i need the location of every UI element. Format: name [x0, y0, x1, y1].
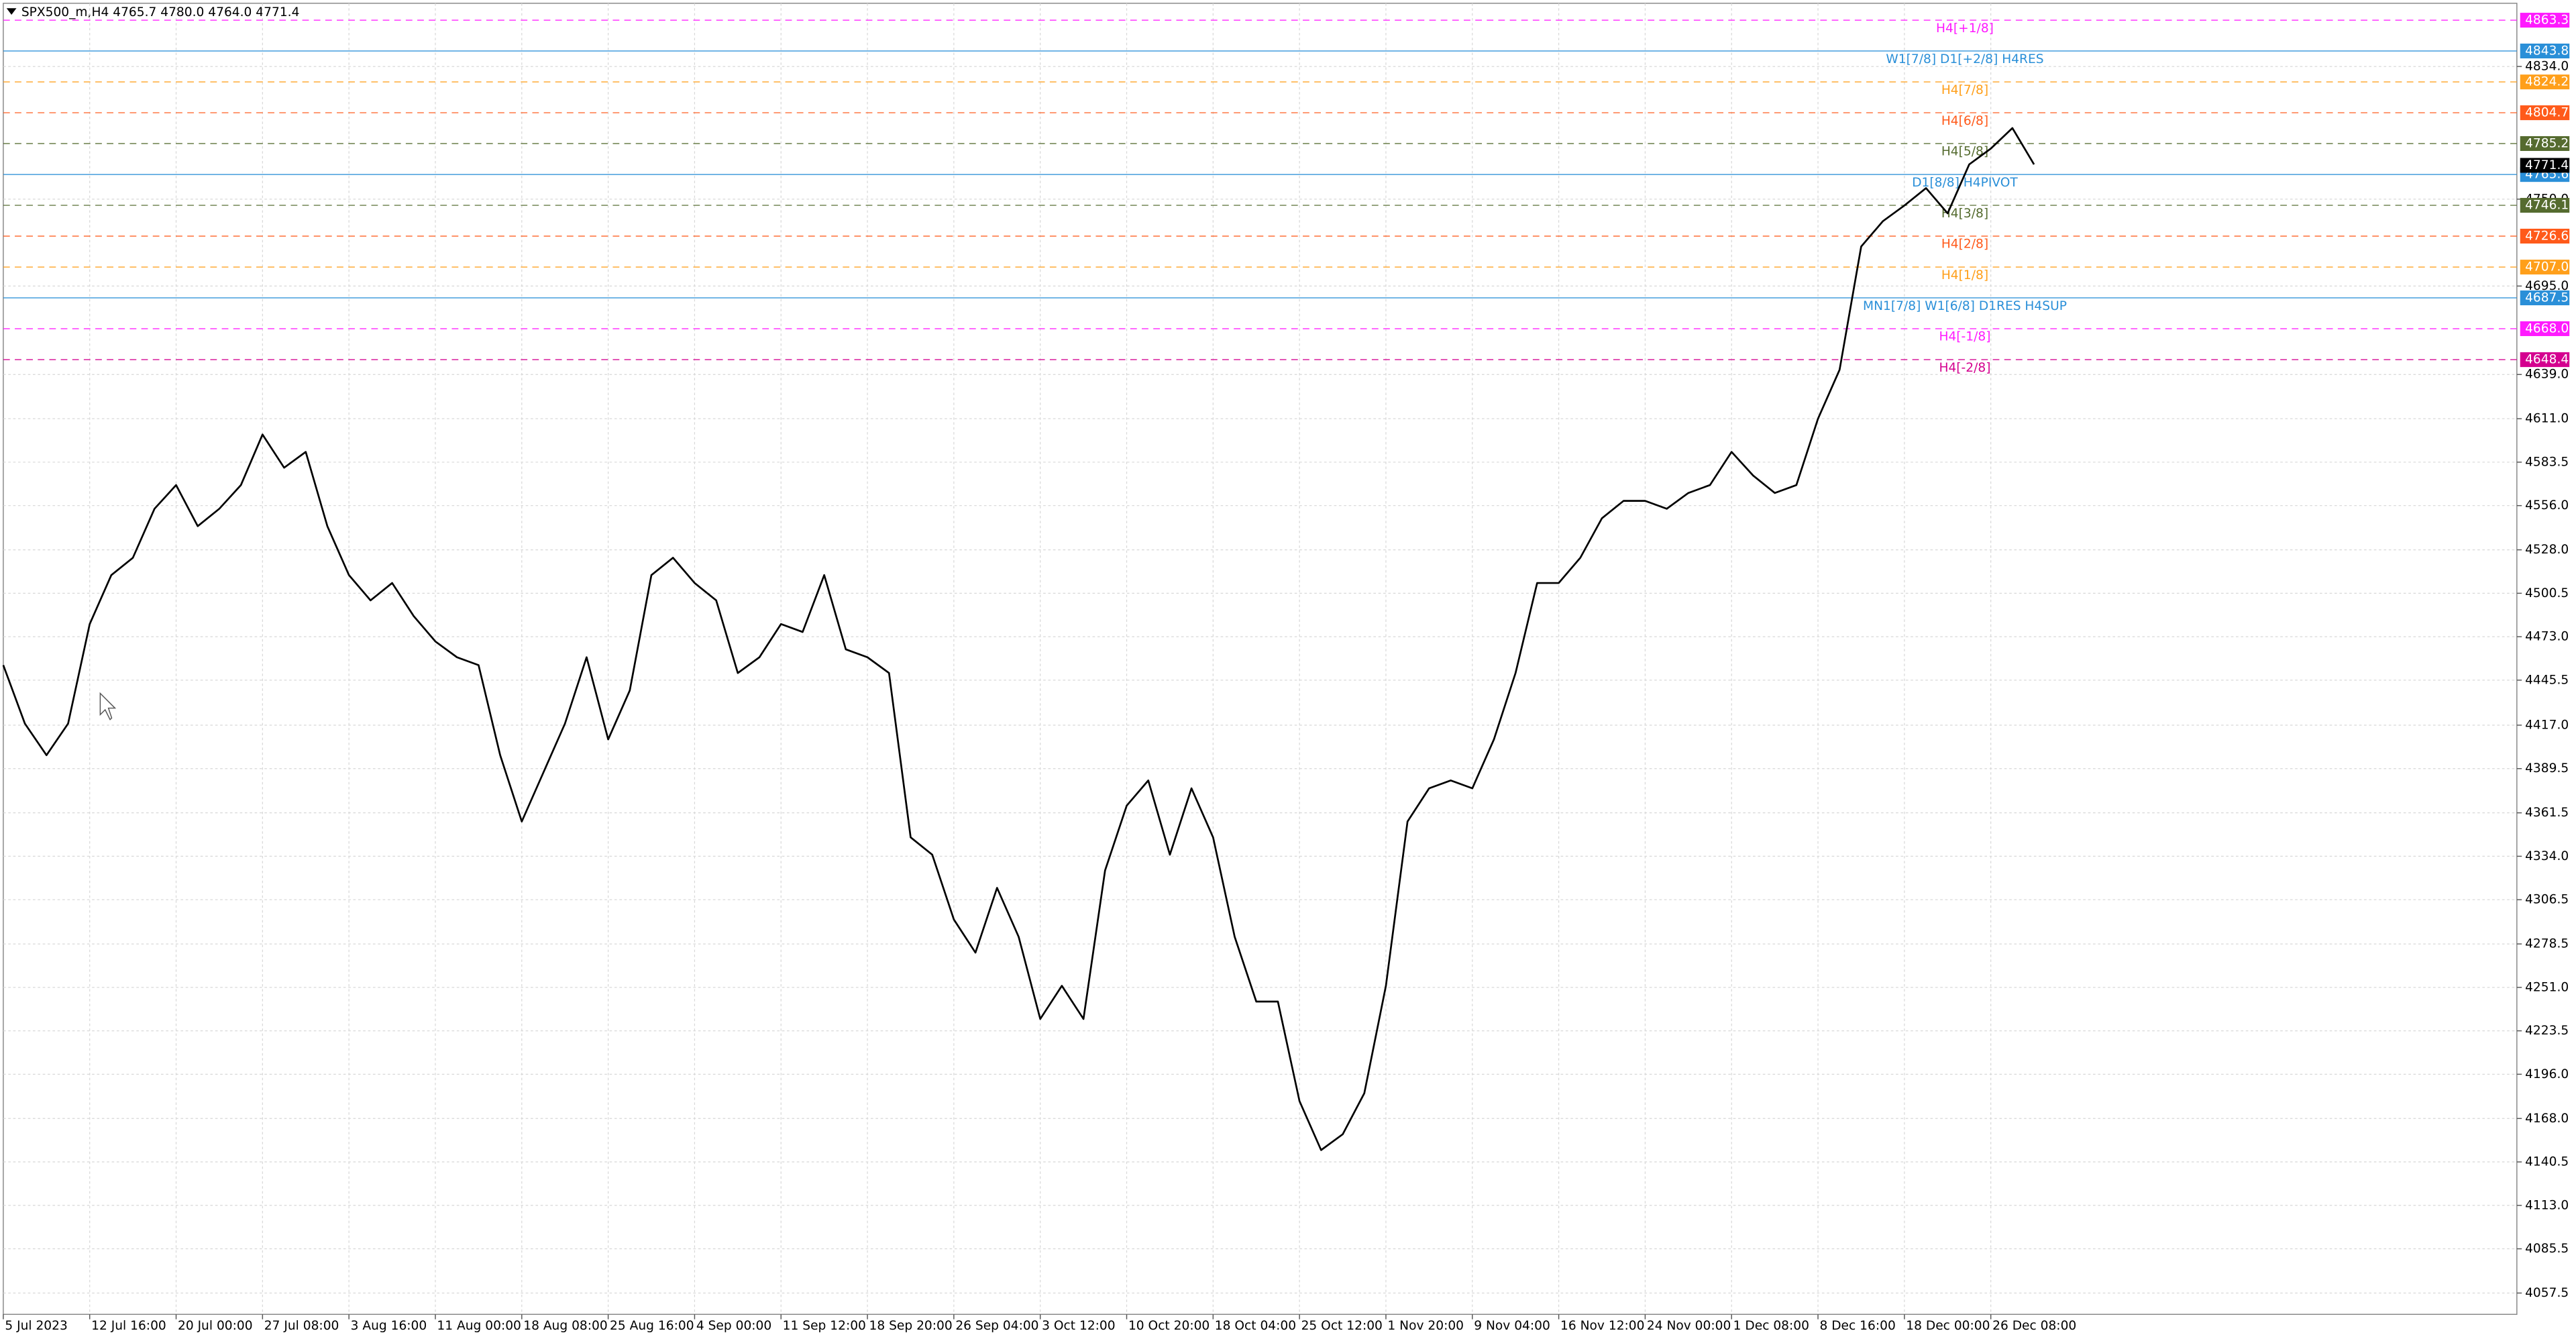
x-tick-label: 26 Sep 04:00: [955, 1319, 1038, 1333]
y-tick-label: 4417.0: [2525, 718, 2569, 732]
y-tick-label: 4168.0: [2525, 1112, 2569, 1126]
last-price-tag: [2520, 158, 2570, 173]
y-tick-label: 4306.5: [2525, 893, 2569, 907]
y-tick-label: 4695.0: [2525, 279, 2569, 293]
y-tick-label: 4583.5: [2525, 455, 2569, 469]
y-tick-label: 4057.5: [2525, 1286, 2569, 1300]
x-tick-label: 5 Jul 2023: [5, 1319, 67, 1333]
level-label: H4[1/8]: [1941, 268, 1988, 282]
level-label: H4[-1/8]: [1939, 330, 1990, 344]
level-tag: [2520, 136, 2570, 152]
x-tick-label: 4 Sep 00:00: [696, 1319, 771, 1333]
level-label: MN1[7/8] W1[6/8] D1RES H4SUP: [1863, 299, 2067, 313]
y-tick-label: 4113.0: [2525, 1198, 2569, 1212]
y-tick-label: 4528.0: [2525, 543, 2569, 557]
x-tick-label: 18 Sep 20:00: [869, 1319, 953, 1333]
y-tick-label: 4334.0: [2525, 849, 2569, 863]
level-label: D1[8/8] H4PIVOT: [1912, 176, 2018, 190]
mouse-cursor: [99, 692, 117, 720]
level-tag-label: 4843.8: [2525, 44, 2569, 58]
x-tick-label: 20 Jul 00:00: [178, 1319, 253, 1333]
level-tag-label: 4804.7: [2525, 106, 2569, 120]
x-tick-label: 25 Oct 12:00: [1301, 1319, 1383, 1333]
level-tag-label: 4668.0: [2525, 321, 2569, 335]
level-tag: [2520, 13, 2570, 28]
level-label: H4[+1/8]: [1936, 21, 1994, 36]
level-label: H4[-2/8]: [1939, 361, 1990, 375]
level-tag: [2520, 74, 2570, 90]
y-tick-label: 4611.0: [2525, 412, 2569, 426]
level-tag-label: 4707.0: [2525, 260, 2569, 274]
y-tick-label: 4445.5: [2525, 673, 2569, 687]
level-tag: [2520, 260, 2570, 275]
x-tick-label: 18 Aug 08:00: [523, 1319, 607, 1333]
y-tick-label: 4140.5: [2525, 1155, 2569, 1169]
x-tick-label: 24 Nov 00:00: [1647, 1319, 1731, 1333]
x-tick-label: 10 Oct 20:00: [1128, 1319, 1210, 1333]
last-price-label: 4771.4: [2525, 158, 2569, 172]
x-tick-label: 18 Oct 04:00: [1215, 1319, 1296, 1333]
y-tick-label: 4196.0: [2525, 1067, 2569, 1081]
level-label: H4[3/8]: [1941, 207, 1988, 221]
y-tick-label: 4361.5: [2525, 806, 2569, 820]
level-tag-label: 4648.4: [2525, 353, 2569, 367]
y-tick-label: 4223.5: [2525, 1024, 2569, 1038]
chart-title: SPX500_m,H4 4765.7 4780.0 4764.0 4771.4: [21, 5, 300, 19]
x-tick-label: 1 Nov 20:00: [1387, 1319, 1464, 1333]
level-tag-label: 4824.2: [2525, 75, 2569, 89]
level-label: H4[6/8]: [1941, 114, 1988, 128]
level-tag-label: 4687.5: [2525, 291, 2569, 305]
x-tick-label: 9 Nov 04:00: [1474, 1319, 1550, 1333]
x-tick-label: 12 Jul 16:00: [91, 1319, 166, 1333]
level-tag-label: 4863.3: [2525, 13, 2569, 28]
x-tick-label: 11 Aug 00:00: [437, 1319, 521, 1333]
y-tick-label: 4473.0: [2525, 630, 2569, 644]
y-tick-label: 4556.0: [2525, 498, 2569, 513]
x-tick-label: 3 Oct 12:00: [1042, 1319, 1115, 1333]
level-label: H4[5/8]: [1941, 145, 1988, 159]
level-label: H4[7/8]: [1941, 83, 1988, 97]
x-tick-label: 11 Sep 12:00: [783, 1319, 866, 1333]
y-tick-label: 4389.5: [2525, 761, 2569, 775]
y-tick-label: 4639.0: [2525, 368, 2569, 382]
level-tag: [2520, 352, 2570, 368]
y-tick-label: 4278.5: [2525, 937, 2569, 951]
x-tick-label: 18 Dec 00:00: [1906, 1319, 1990, 1333]
level-tag-label: 4726.6: [2525, 229, 2569, 243]
level-tag-label: 4785.2: [2525, 136, 2569, 150]
x-tick-label: 8 Dec 16:00: [1819, 1319, 1895, 1333]
level-label: W1[7/8] D1[+2/8] H4RES: [1886, 52, 2043, 66]
level-tag: [2520, 228, 2570, 244]
level-tag: [2520, 198, 2570, 213]
y-tick-label: 4500.5: [2525, 586, 2569, 600]
level-tag: [2520, 43, 2570, 59]
y-tick-label: 4834.0: [2525, 60, 2569, 74]
x-tick-label: 27 Jul 08:00: [264, 1319, 339, 1333]
x-tick-label: 16 Nov 12:00: [1560, 1319, 1644, 1333]
level-tag: [2520, 105, 2570, 121]
x-tick-label: 3 Aug 16:00: [351, 1319, 427, 1333]
level-tag-label: 4746.1: [2525, 199, 2569, 213]
level-label: H4[2/8]: [1941, 237, 1988, 252]
x-tick-label: 26 Dec 08:00: [1992, 1319, 2076, 1333]
plot-frame: [3, 3, 2518, 1315]
level-tag: [2520, 290, 2570, 306]
x-tick-label: 1 Dec 08:00: [1733, 1319, 1809, 1333]
y-tick-label: 4085.5: [2525, 1242, 2569, 1256]
y-tick-label: 4251.0: [2525, 980, 2569, 994]
symbol-arrow[interactable]: [6, 8, 17, 15]
level-tag: [2520, 321, 2570, 336]
price-line: [2, 127, 2035, 1151]
x-tick-label: 25 Aug 16:00: [610, 1319, 694, 1333]
